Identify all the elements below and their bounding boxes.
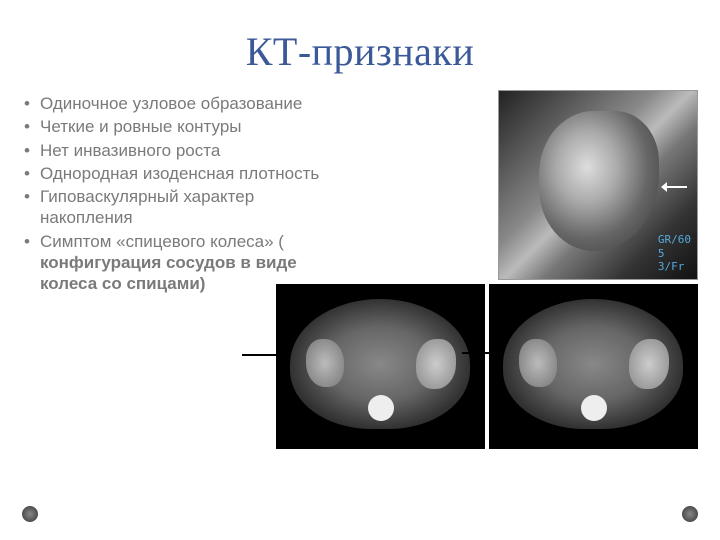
decorative-dot-icon bbox=[22, 506, 38, 522]
bullet-item: Однородная изоденсная плотность bbox=[18, 163, 348, 184]
bullet-item: Нет инвазивного роста bbox=[18, 140, 348, 161]
bullet-list: Одиночное узловое образование Четкие и р… bbox=[18, 93, 348, 296]
scan-overlay-line: 5 bbox=[658, 247, 691, 260]
pointer-arrow-icon bbox=[462, 352, 494, 354]
ct-axial-scan-left bbox=[276, 284, 485, 449]
ct-coronal-scan: GR/60 5 3/Fr bbox=[498, 90, 698, 280]
ct-axial-scan-right bbox=[489, 284, 698, 449]
arrow-marker-icon bbox=[667, 186, 687, 188]
bottom-ct-row bbox=[276, 284, 698, 449]
bullet-item: Одиночное узловое образование bbox=[18, 93, 348, 114]
decorative-dot-icon bbox=[682, 506, 698, 522]
top-ct-image: GR/60 5 3/Fr bbox=[498, 90, 698, 280]
bullet-text-bold: конфигурация сосудов в виде колеса со сп… bbox=[40, 253, 297, 293]
pointer-arrow-icon bbox=[242, 354, 276, 356]
bullet-text-prefix: Симптом «спицевого колеса» ( bbox=[40, 232, 284, 251]
slide-title: КТ-признаки bbox=[0, 0, 720, 93]
bullet-item: Гиповаскулярный характер накопления bbox=[18, 186, 348, 229]
scan-overlay-line: 3/Fr bbox=[658, 260, 691, 273]
scan-overlay-line: GR/60 bbox=[658, 233, 691, 246]
bullet-item: Четкие и ровные контуры bbox=[18, 116, 348, 137]
scan-overlay-text: GR/60 5 3/Fr bbox=[658, 233, 691, 273]
